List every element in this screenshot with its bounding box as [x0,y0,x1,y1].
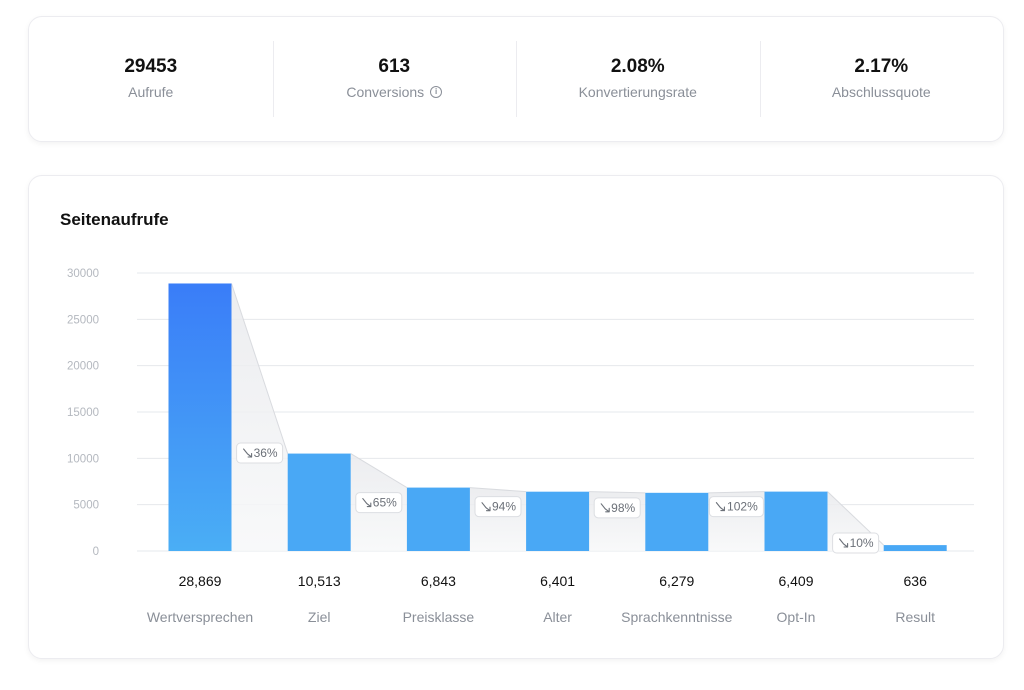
stat-abschlussquote: 2.17% Abschlussquote [759,17,1004,141]
category-label: Sprachkenntnisse [621,609,733,625]
value-label: 6,279 [659,573,694,589]
value-label: 6,843 [421,573,456,589]
arrow-down-right-icon [243,448,253,458]
stat-label-text: Konvertierungsrate [578,84,697,100]
stat-label-text: Conversions [346,84,425,100]
stat-konvertierungsrate: 2.08% Konvertierungsrate [516,17,760,141]
funnel-bar-chart: 30000 25000 20000 15000 10000 5000 0 36% 65% 94% 9… [67,268,974,625]
bar-sprachkenntnisse [645,492,709,551]
dropoff-label: 98% [611,501,635,515]
dropoff-badge [708,496,764,518]
arrow-down-right-icon [600,503,610,513]
stat-value: 29453 [124,56,178,77]
funnel-connector [231,283,288,551]
bar-preisklasse [406,487,470,551]
funnel-connector-edge [708,491,765,494]
stat-value: 2.17% [854,56,909,77]
funnel-connector-edge [469,487,527,493]
dropoff-label: 65% [373,496,397,510]
category-label: Ziel [308,609,331,625]
dropoff-label: 36% [254,446,278,460]
y-tick-label: 5000 [73,500,99,512]
value-label: 636 [904,573,928,589]
chart-title: Seitenaufrufe [60,210,169,229]
stat-aufrufe: 29453 Aufrufe [29,17,273,141]
bar-result [883,545,947,551]
stat-label-text: Abschlussquote [831,84,931,100]
bar-wertversprechen [168,283,232,551]
dropoff-badge [832,532,880,554]
category-label: Preisklasse [403,609,475,625]
bar-ziel [287,453,351,551]
category-label: Result [895,609,935,625]
funnel-connector-edge [589,491,646,494]
y-tick-label: 25000 [67,314,99,326]
arrow-down-right-icon [839,538,849,548]
stat-label: Conversions i [346,84,443,100]
category-label: Opt-In [777,609,816,625]
value-label: 10,513 [298,573,341,589]
y-tick-label: 20000 [67,361,99,373]
bar-opt-in [764,491,828,551]
dropoff-badge [593,497,641,519]
arrow-down-right-icon [362,498,372,508]
stats-card: 29453 Aufrufe 613 Conversions i 2.08% Ko… [28,16,1004,142]
chart-card: Seitenaufrufe 30000 25000 20000 15000 10000 5… [28,175,1004,659]
value-label: 6,401 [540,573,575,589]
funnel-connector-edge [350,453,408,489]
category-label: Wertversprechen [147,609,253,625]
stat-label-text: Aufrufe [128,84,174,100]
arrow-down-right-icon [481,502,491,512]
y-tick-label: 30000 [67,268,99,280]
stat-label: Aufrufe [128,84,173,100]
y-tick-label: 15000 [67,407,99,419]
value-label: 6,409 [778,573,813,589]
y-tick-label: 10000 [67,453,99,465]
dropoff-label: 102% [727,500,758,514]
stats-row: 29453 Aufrufe 613 Conversions i 2.08% Ko… [29,17,1003,141]
funnel-connector-edge [231,283,289,454]
stat-conversions: 613 Conversions i [272,17,517,141]
value-label: 28,869 [179,573,222,589]
stat-value: 2.08% [610,56,665,77]
dropoff-badge [236,442,284,464]
arrow-down-right-icon [715,502,725,512]
info-icon[interactable]: i [430,86,443,98]
dropoff-label: 94% [492,500,516,514]
stat-label: Konvertierungsrate [579,84,697,100]
dropoff-badge [355,492,403,514]
stat-value: 613 [378,56,411,77]
dropoff-label: 10% [850,536,874,550]
stat-label: Abschlussquote [832,84,931,100]
category-label: Alter [543,609,572,625]
bar-alter [526,491,590,551]
dropoff-badge [474,496,522,518]
y-tick-label: 0 [93,546,99,558]
